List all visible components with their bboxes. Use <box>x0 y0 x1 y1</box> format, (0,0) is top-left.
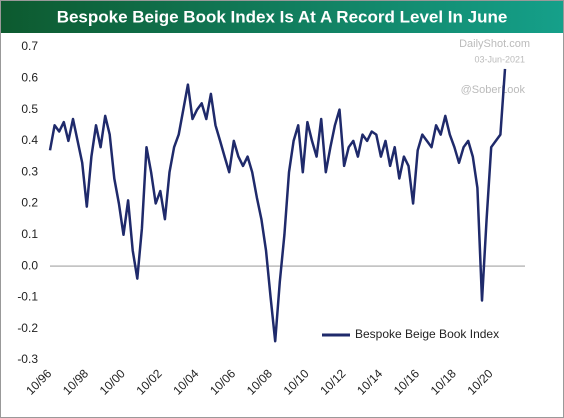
legend-label: Bespoke Beige Book Index <box>355 327 499 341</box>
y-tick-label: 0.0 <box>21 258 38 272</box>
y-tick-label: -0.3 <box>17 352 38 366</box>
watermark: 03-Jun-2021 <box>474 54 525 64</box>
title-bar <box>1 1 563 33</box>
y-tick-label: -0.1 <box>17 290 38 304</box>
chart-title: Bespoke Beige Book Index Is At A Record … <box>57 7 508 26</box>
y-tick-label: 0.5 <box>21 102 38 116</box>
watermark: DailyShot.com <box>459 38 530 50</box>
y-tick-label: 0.1 <box>21 227 38 241</box>
y-tick-label: -0.2 <box>17 321 38 335</box>
y-tick-label: 0.7 <box>21 39 38 53</box>
data-line <box>48 68 507 343</box>
y-tick-label: 0.4 <box>21 133 38 147</box>
y-tick-label: 0.6 <box>21 70 38 84</box>
y-tick-label: 0.3 <box>21 164 38 178</box>
y-tick-label: 0.2 <box>21 196 38 210</box>
watermark: @SoberLook <box>461 84 526 96</box>
